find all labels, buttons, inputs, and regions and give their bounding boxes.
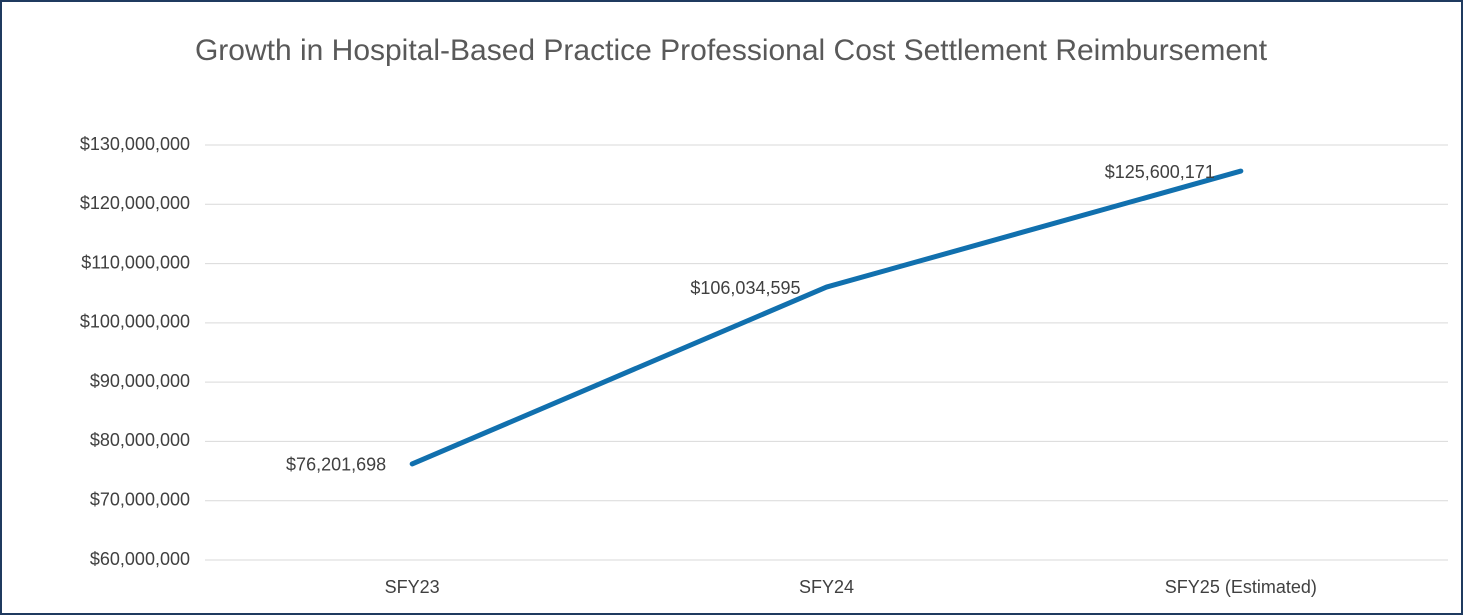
x-tick-label: SFY23 (385, 577, 440, 597)
y-tick-label: $120,000,000 (80, 193, 190, 213)
data-label: $125,600,171 (1105, 162, 1215, 182)
line-series (409, 168, 1244, 467)
x-tick-label: SFY25 (Estimated) (1165, 577, 1317, 597)
y-tick-label: $100,000,000 (80, 312, 190, 332)
x-tick-label: SFY24 (799, 577, 854, 597)
y-tick-label: $80,000,000 (90, 430, 190, 450)
y-tick-label: $90,000,000 (90, 371, 190, 391)
chart-title: Growth in Hospital-Based Practice Profes… (194, 34, 1268, 67)
y-tick-label: $110,000,000 (81, 252, 190, 272)
data-label: $76,201,698 (286, 455, 386, 475)
y-tick-label: $70,000,000 (90, 489, 190, 509)
y-tick-label: $60,000,000 (90, 549, 190, 569)
y-tick-label: $130,000,000 (80, 134, 190, 154)
data-label: $106,034,595 (690, 278, 800, 298)
